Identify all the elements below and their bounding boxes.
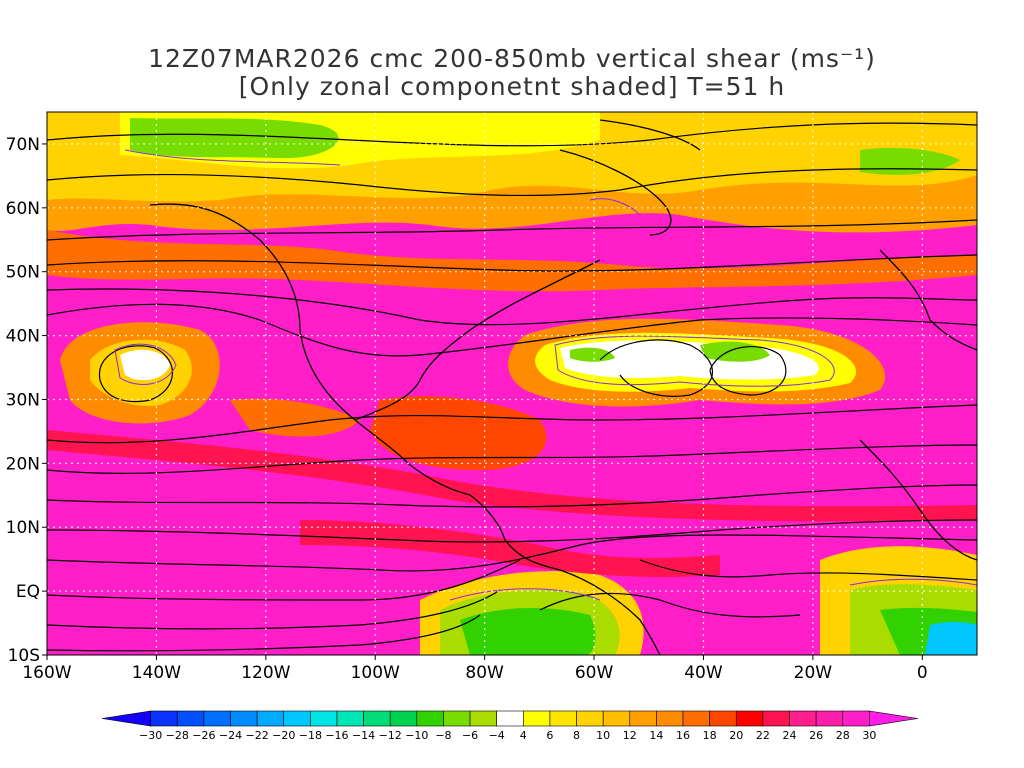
colorbar-label: −12	[379, 729, 402, 742]
colorbar-swatch	[443, 710, 471, 727]
colorbar-swatch	[336, 710, 364, 727]
colorbar-swatch	[789, 710, 817, 727]
coastlines	[149, 119, 977, 655]
lon-tick-label: 60W	[575, 663, 614, 683]
colorbar-label: 12	[623, 729, 637, 742]
colorbar-label: −18	[299, 729, 322, 742]
colorbar-label: 6	[546, 729, 553, 742]
colorbar-label: −28	[166, 729, 189, 742]
colorbar-label: 14	[649, 729, 663, 742]
colorbar-label: −24	[219, 729, 242, 742]
colorbar-swatch	[656, 710, 684, 727]
colorbar-swatch	[549, 710, 577, 727]
plot-frame	[46, 111, 978, 656]
colorbar-label: −14	[352, 729, 375, 742]
colorbar-label: −10	[405, 729, 428, 742]
lon-tick-label: 40W	[684, 663, 723, 683]
lat-tick-label: 10S	[8, 646, 40, 666]
lat-tick-label: 60N	[6, 199, 40, 219]
lon-tick-label: 140W	[132, 663, 181, 683]
colorbar-label: −30	[139, 729, 162, 742]
colorbar-label: 10	[596, 729, 610, 742]
colorbar-swatch	[416, 710, 444, 727]
colorbar-label: 24	[783, 729, 797, 742]
colorbar-swatch	[842, 710, 870, 727]
colorbar-label: 26	[809, 729, 823, 742]
colorbar-swatch	[363, 710, 391, 727]
colorbar-swatch	[203, 710, 231, 727]
colorbar-label: 18	[703, 729, 717, 742]
colorbar-swatch	[709, 710, 737, 727]
colorbar-label: 16	[676, 729, 690, 742]
colorbar-swatch	[256, 710, 285, 727]
colorbar-swatch	[762, 710, 790, 727]
colorbar-label: 22	[756, 729, 770, 742]
lat-tick-label: 30N	[6, 390, 40, 410]
grid-lines	[47, 112, 977, 655]
colorbar-swatch	[310, 710, 338, 727]
colorbar-swatch	[629, 710, 657, 727]
zero-contours	[114, 149, 977, 601]
colorbar-swatch	[682, 710, 710, 727]
colorbar-label: 8	[573, 729, 580, 742]
lat-tick-label: 50N	[6, 263, 40, 283]
colorbar-swatch	[576, 710, 604, 727]
colorbar-label: −22	[245, 729, 268, 742]
colorbar-swatch	[176, 710, 205, 727]
lon-tick-label: 80W	[465, 663, 504, 683]
colorbar-swatch	[815, 710, 844, 727]
lon-tick-label: 160W	[22, 663, 71, 683]
colorbar-swatch	[230, 710, 258, 727]
colorbar-label: −4	[489, 729, 505, 742]
title-line-1: 12Z07MAR2026 cmc 200-850mb vertical shea…	[148, 44, 876, 73]
colorbar-swatch	[101, 710, 151, 727]
lat-tick-label: EQ	[16, 582, 40, 602]
lat-tick-label: 20N	[6, 454, 40, 474]
colorbar-swatch	[869, 710, 919, 727]
colorbar-label: −16	[325, 729, 348, 742]
colorbar-swatch	[735, 710, 764, 727]
colorbar-label: −20	[272, 729, 295, 742]
colorbar-label: −8	[435, 729, 451, 742]
lon-tick-label: 100W	[351, 663, 400, 683]
lon-tick-label: 20W	[794, 663, 833, 683]
lat-tick-label: 10N	[6, 518, 40, 538]
colorbar-label: 28	[836, 729, 850, 742]
streamlines	[47, 122, 977, 652]
lon-tick-label: 120W	[241, 663, 290, 683]
colorbar-label: −26	[192, 729, 215, 742]
colorbar-swatch	[523, 710, 551, 727]
colorbar-swatch	[283, 710, 311, 727]
colorbar-swatch	[150, 710, 178, 727]
colorbar-swatch	[469, 710, 497, 727]
lat-tick-label: 40N	[6, 327, 40, 347]
title-line-2: [Only zonal componetnt shaded] T=51 h	[238, 72, 786, 101]
colorbar-swatch	[389, 710, 418, 727]
colorbar-label: 30	[862, 729, 876, 742]
colorbar-swatch	[496, 710, 524, 727]
colorbar-label: 4	[520, 729, 527, 742]
colorbar-label: 20	[729, 729, 743, 742]
colorbar-label: −6	[462, 729, 478, 742]
lon-tick-label: 0	[917, 663, 928, 683]
colorbar-swatch	[602, 710, 631, 727]
lat-tick-label: 70N	[6, 135, 40, 155]
colorbar: −30 −28 −26 −24 −22 −20 −18 −16 −14 −12 −10 −8 −6 −4 4…	[101, 710, 919, 742]
